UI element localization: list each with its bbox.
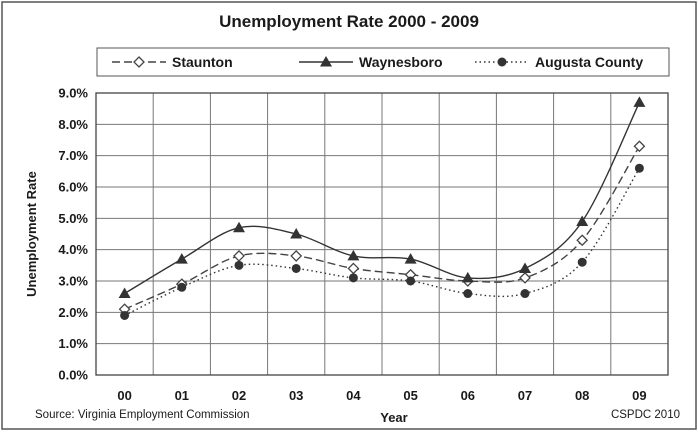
y-tick-label: 2.0% xyxy=(58,305,88,320)
data-point-waynesboro xyxy=(347,249,360,261)
data-point-augusta-county xyxy=(406,276,416,286)
data-point-staunton xyxy=(633,140,646,153)
y-axis-label: Unemployment Rate xyxy=(24,171,39,297)
legend-box xyxy=(96,47,670,77)
y-tick-label: 0.0% xyxy=(58,368,88,383)
data-point-waynesboro xyxy=(233,221,245,233)
series-line-augusta-county xyxy=(124,167,640,317)
data-point-staunton xyxy=(576,234,589,247)
legend-label-waynesboro: Waynesboro xyxy=(359,54,443,70)
data-point-augusta-county xyxy=(577,257,587,267)
legend-label-augusta-county: Augusta County xyxy=(535,54,643,70)
y-tick-label: 3.0% xyxy=(58,274,88,289)
legend-marker-staunton xyxy=(133,56,145,68)
series-waynesboro xyxy=(118,96,646,299)
data-point-waynesboro xyxy=(175,253,188,264)
legend-marker-waynesboro xyxy=(320,56,332,67)
y-tick-label: 7.0% xyxy=(58,148,88,163)
legend-item-waynesboro: Waynesboro xyxy=(299,54,443,70)
data-point-waynesboro xyxy=(461,271,474,283)
x-tick-label: 02 xyxy=(232,388,246,403)
credit-note: CSPDC 2010 xyxy=(611,409,680,421)
x-tick-label: 00 xyxy=(117,388,131,403)
data-point-augusta-county xyxy=(348,273,358,283)
data-point-augusta-county xyxy=(120,310,130,320)
x-tick-label: 01 xyxy=(175,388,189,403)
x-tick-label: 05 xyxy=(403,388,417,403)
x-axis-ticks: 00 01 02 03 04 05 06 07 08 09 xyxy=(117,388,646,403)
data-point-waynesboro xyxy=(519,262,531,273)
series-line-staunton xyxy=(124,145,640,310)
data-point-waynesboro xyxy=(290,228,303,239)
x-tick-label: 03 xyxy=(289,388,303,403)
x-tick-label: 07 xyxy=(518,388,532,403)
x-tick-label: 08 xyxy=(575,388,589,403)
source-note: Source: Virginia Employment Commission xyxy=(35,409,250,421)
y-tick-label: 9.0% xyxy=(58,86,88,101)
data-point-waynesboro xyxy=(576,215,589,226)
x-tick-label: 09 xyxy=(632,388,646,403)
series-layer xyxy=(118,96,646,320)
series-line-waynesboro xyxy=(124,102,641,295)
legend-item-staunton: Staunton xyxy=(112,54,233,70)
y-tick-label: 1.0% xyxy=(58,336,88,351)
x-axis-label: Year xyxy=(380,410,407,425)
data-point-augusta-county xyxy=(634,163,644,173)
legend-item-augusta-county: Augusta County xyxy=(475,54,643,70)
y-tick-label: 4.0% xyxy=(58,242,88,257)
data-point-augusta-county xyxy=(463,289,473,299)
y-tick-label: 6.0% xyxy=(58,180,88,195)
data-point-staunton xyxy=(290,250,303,262)
data-point-augusta-county xyxy=(177,282,187,292)
chart-title: Unemployment Rate 2000 - 2009 xyxy=(219,12,479,31)
legend: Staunton Waynesboro Augusta County xyxy=(96,47,670,77)
x-tick-label: 06 xyxy=(461,388,475,403)
y-tick-label: 5.0% xyxy=(58,211,88,226)
data-point-waynesboro xyxy=(633,96,646,107)
data-point-waynesboro xyxy=(404,253,417,264)
data-point-staunton xyxy=(519,271,531,284)
series-augusta-county xyxy=(120,163,644,320)
x-tick-label: 04 xyxy=(346,388,361,403)
data-point-waynesboro xyxy=(118,287,131,299)
data-point-augusta-county xyxy=(520,289,530,299)
data-point-augusta-county xyxy=(291,263,301,273)
legend-label-staunton: Staunton xyxy=(172,54,233,70)
legend-marker-augusta-county xyxy=(497,57,507,67)
plot-area xyxy=(95,92,669,376)
y-tick-label: 8.0% xyxy=(58,117,88,132)
y-axis-ticks: 0.0% 1.0% 2.0% 3.0% 4.0% 5.0% 6.0% 7.0% 8.0% 9.0% xyxy=(58,86,88,383)
data-point-augusta-county xyxy=(234,260,244,270)
